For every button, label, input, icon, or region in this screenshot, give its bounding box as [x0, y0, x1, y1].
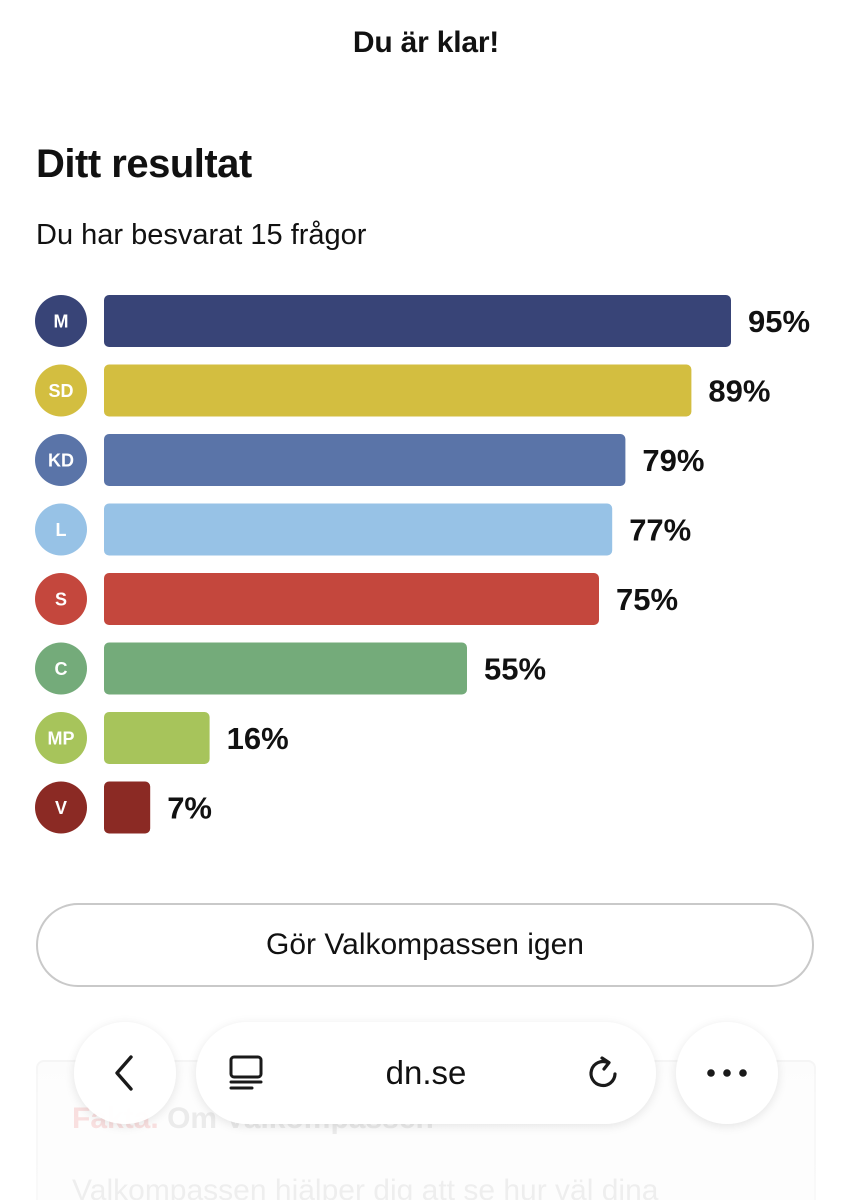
value-label-sd: 89%	[708, 374, 770, 409]
party-match-chart: M 95% SD 89% KD 79% L 77% S 75% C 55% MP 16% V 7%	[35, 295, 810, 834]
address-bar[interactable]: dn.se	[196, 1022, 656, 1124]
value-label-m: 95%	[748, 304, 810, 339]
value-label-l: 77%	[629, 513, 691, 548]
party-badge-label-s: S	[55, 590, 67, 610]
bar-kd	[104, 434, 626, 486]
party-badge-label-c: C	[55, 659, 68, 679]
url-text: dn.se	[385, 1054, 467, 1091]
party-badge-v	[35, 781, 87, 834]
chevron-left-icon	[115, 1055, 133, 1091]
value-label-kd: 79%	[642, 443, 704, 478]
result-heading: Ditt resultat	[36, 142, 252, 186]
bar-mp	[104, 712, 210, 764]
party-badge-label-l: L	[56, 520, 67, 540]
bar-s	[104, 573, 599, 625]
value-label-c: 55%	[484, 652, 546, 687]
party-badge-l	[35, 503, 87, 556]
browser-toolbar: dn.se	[0, 1022, 852, 1128]
party-badge-m	[35, 295, 87, 347]
page-header-title: Du är klar!	[352, 26, 500, 59]
party-badge-c	[35, 642, 87, 695]
bar-v	[104, 781, 151, 834]
value-label-v: 7%	[167, 791, 212, 826]
value-label-s: 75%	[616, 582, 678, 617]
party-badge-label-kd: KD	[48, 451, 74, 471]
reload-icon[interactable]	[584, 1053, 624, 1093]
party-badge-label-m: M	[54, 312, 69, 332]
party-badge-sd	[35, 364, 87, 417]
more-options-button[interactable]	[676, 1022, 778, 1124]
bar-sd	[104, 364, 692, 417]
bar-c	[104, 642, 467, 695]
fact-box-text: Valkompassen hjälper dig att se hur väl …	[72, 1174, 659, 1200]
party-badge-s	[35, 573, 87, 625]
party-badge-label-mp: MP	[48, 729, 75, 749]
party-badge-label-v: V	[55, 798, 67, 818]
result-subtitle: Du har besvarat 15 frågor	[36, 219, 367, 251]
bar-m	[104, 295, 731, 347]
retry-compass-button[interactable]: Gör Valkompassen igen	[36, 903, 814, 987]
party-badge-mp	[35, 712, 87, 764]
ellipsis-icon	[707, 1069, 747, 1077]
bar-l	[104, 503, 613, 556]
party-badge-label-sd: SD	[48, 381, 73, 401]
back-button[interactable]	[74, 1022, 176, 1124]
reader-mode-icon[interactable]	[226, 1053, 266, 1093]
value-label-mp: 16%	[227, 721, 289, 756]
party-badge-kd	[35, 434, 87, 486]
